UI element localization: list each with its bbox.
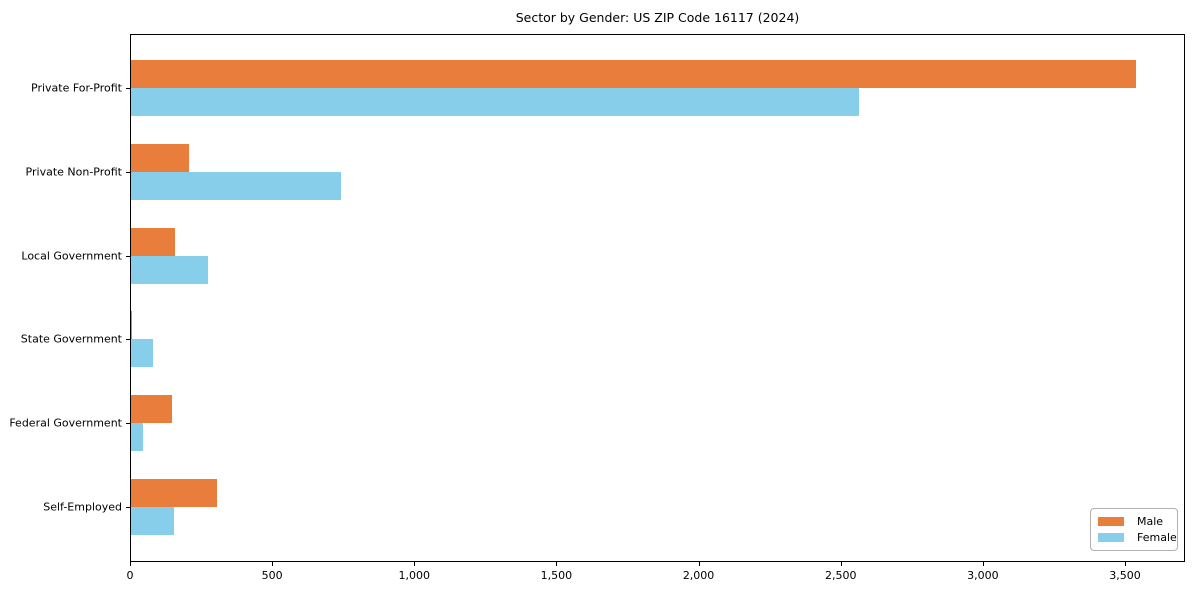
bar-male-private-for-profit (131, 60, 1136, 88)
legend-label-female: Female (1137, 530, 1177, 544)
plot-area (130, 34, 1185, 562)
bar-male-self-employed (131, 479, 217, 507)
y-tick-private-for-profit (126, 88, 130, 89)
legend-swatch-male (1098, 517, 1124, 527)
x-tick-0 (130, 562, 131, 566)
y-label-local-government: Local Government (21, 249, 122, 263)
x-label-3-500: 3,500 (1109, 569, 1141, 582)
y-label-federal-government: Federal Government (9, 416, 122, 430)
bar-female-local-government (131, 255, 208, 284)
bar-female-self-employed (131, 507, 174, 535)
x-tick-1-000 (414, 562, 416, 566)
x-tick-3-000 (982, 562, 984, 566)
x-tick-500 (272, 562, 274, 566)
legend-entry-male: Male (1098, 516, 1171, 527)
legend-swatch-female (1098, 532, 1124, 542)
x-label-2-500: 2,500 (824, 569, 857, 582)
y-tick-state-government (126, 339, 130, 341)
legend-label-male: Male (1137, 515, 1164, 529)
chart-title: Sector by Gender: US ZIP Code 16117 (202… (515, 10, 800, 25)
x-label-0: 0 (126, 569, 134, 582)
bar-female-private-non-profit (131, 171, 341, 200)
y-label-private-non-profit: Private Non-Profit (25, 165, 122, 179)
x-label-3-000: 3,000 (967, 569, 999, 582)
x-tick-3-500 (1125, 562, 1126, 566)
legend: Male Female (1090, 508, 1178, 551)
y-label-self-employed: Self-Employed (43, 500, 122, 514)
x-label-2-000: 2,000 (682, 569, 715, 582)
y-tick-federal-government (126, 423, 130, 425)
y-label-state-government: State Government (20, 332, 122, 346)
bar-female-federal-government (131, 423, 143, 452)
y-tick-self-employed (126, 507, 130, 508)
bar-male-local-government (131, 227, 175, 256)
x-tick-2-500 (840, 562, 842, 566)
legend-entry-female: Female (1098, 532, 1177, 543)
x-label-1-000: 1,000 (398, 569, 431, 582)
bar-male-federal-government (131, 395, 172, 424)
x-tick-2-000 (698, 562, 700, 566)
y-tick-local-government (126, 255, 130, 257)
bar-female-private-for-profit (131, 88, 859, 116)
x-label-500: 500 (261, 569, 283, 582)
y-tick-private-non-profit (126, 171, 130, 173)
x-tick-1-500 (556, 562, 558, 566)
bar-female-state-government (131, 339, 153, 368)
bar-male-state-government (131, 311, 132, 340)
y-label-private-for-profit: Private For-Profit (31, 81, 122, 95)
x-label-1-500: 1,500 (540, 569, 573, 582)
bar-male-private-non-profit (131, 143, 189, 172)
